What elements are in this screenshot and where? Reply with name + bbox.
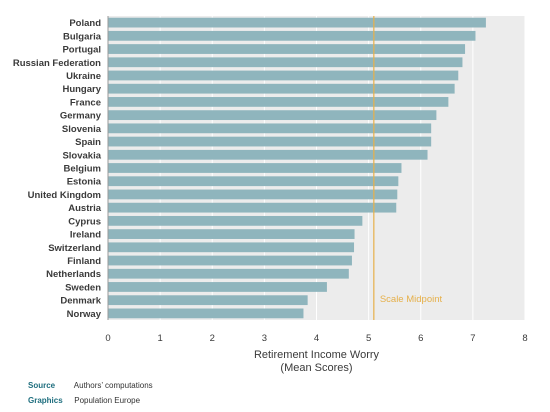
x-tick-label: 2: [210, 333, 215, 344]
category-label: Slovakia: [62, 150, 101, 161]
bar: [108, 229, 355, 239]
x-tick-label: 3: [262, 333, 267, 344]
x-tick-label: 1: [157, 333, 162, 344]
x-axis-ticks: 0 1 2 3 4 5 6 7 8: [105, 333, 527, 344]
graphics-value: Population Europe: [74, 396, 141, 405]
category-label: Norway: [67, 309, 102, 320]
category-label: Austria: [68, 203, 101, 214]
bar: [108, 282, 327, 292]
category-label: Bulgaria: [63, 31, 102, 42]
bar: [108, 70, 459, 81]
bar: [108, 189, 398, 200]
x-tick-label: 0: [105, 333, 110, 344]
category-label: Russian Federation: [13, 58, 101, 69]
category-label: Ukraine: [66, 71, 101, 82]
x-tick-label: 5: [366, 333, 371, 344]
category-label: Portugal: [62, 45, 101, 56]
x-tick-label: 8: [522, 333, 527, 344]
category-label: Hungary: [62, 84, 101, 95]
category-label: Denmark: [60, 296, 101, 307]
bar: [108, 83, 455, 94]
x-tick-label: 7: [470, 333, 475, 344]
category-label: Switzerland: [48, 243, 101, 254]
bar: [108, 57, 463, 68]
bar: [108, 308, 304, 319]
bar: [108, 17, 486, 28]
bars: [108, 17, 486, 319]
bar: [108, 215, 363, 226]
bar: [108, 97, 449, 107]
scale-midpoint-label: Scale Midpoint: [380, 294, 443, 305]
category-label: Germany: [60, 111, 102, 122]
category-label: Ireland: [70, 230, 101, 241]
graphics-key: Graphics: [28, 396, 63, 405]
source-value: Authors’ computations: [73, 381, 153, 390]
category-label: Belgium: [64, 164, 101, 175]
x-axis-subtitle: (Mean Scores): [280, 362, 352, 374]
category-label: Estonia: [67, 177, 102, 188]
category-label: France: [70, 97, 101, 108]
x-tick-label: 4: [314, 333, 319, 344]
category-label: Poland: [69, 18, 101, 29]
category-label: Slovenia: [62, 124, 102, 135]
bar: [108, 176, 399, 187]
category-label: Netherlands: [46, 269, 101, 280]
category-label: Sweden: [65, 282, 101, 293]
category-labels: Poland Bulgaria Portugal Russian Federation…: [13, 16, 109, 320]
category-label: United Kingdom: [28, 190, 101, 201]
bar: [108, 110, 437, 121]
bar: [108, 44, 466, 54]
category-label: Cyprus: [68, 216, 101, 227]
bar: [108, 242, 355, 253]
bar: [108, 268, 349, 279]
bar: [108, 136, 432, 147]
bar: [108, 123, 432, 134]
bar: [108, 255, 352, 266]
bar: [108, 202, 397, 213]
bar: [108, 30, 476, 41]
category-label: Finland: [67, 256, 101, 267]
graphics-note: Graphics Population Europe: [28, 396, 140, 405]
source-key: Source: [28, 381, 56, 390]
bar: [108, 163, 402, 173]
source-note: Source Authors’ computations: [28, 381, 153, 390]
bar: [108, 149, 428, 160]
x-tick-label: 6: [418, 333, 423, 344]
x-axis-title: Retirement Income Worry: [254, 349, 380, 361]
category-label: Spain: [75, 137, 101, 148]
bar-chart: Poland Bulgaria Portugal Russian Federation…: [13, 16, 528, 374]
bar: [108, 295, 308, 306]
